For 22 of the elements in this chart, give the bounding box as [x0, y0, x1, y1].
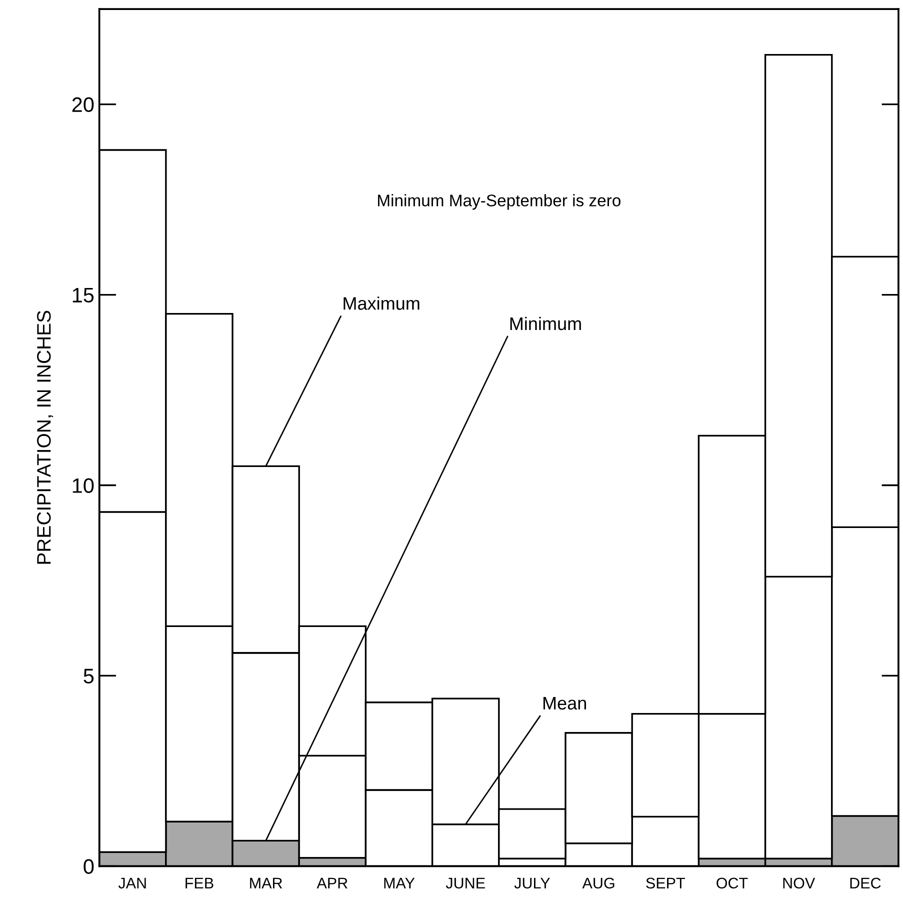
- x-tick-label: OCT: [716, 878, 748, 889]
- x-tick-label: NOV: [783, 878, 816, 889]
- y-tick-label: 5: [84, 668, 94, 684]
- x-tick-label: APR: [316, 878, 348, 888]
- x-tick-label: MAR: [250, 878, 282, 888]
- x-tick-label: JULY: [514, 878, 550, 889]
- x-tick-label: DEC: [850, 878, 881, 889]
- x-tick-label: JUNE: [446, 878, 485, 889]
- annotation: Mean: [543, 697, 586, 710]
- x-tick-label: JAN: [118, 878, 146, 889]
- x-tick-label: MAY: [384, 878, 415, 888]
- x-tick-label: AUG: [582, 878, 614, 889]
- annotation: Maximum: [344, 296, 420, 310]
- y-tick-label: 10: [72, 478, 94, 493]
- annotation: Minimum: [510, 316, 581, 330]
- y-tick-label: 20: [72, 97, 94, 112]
- y-tick-label: 0: [84, 859, 94, 874]
- x-tick-label: SEPT: [646, 878, 685, 889]
- annotation: Minimum May-September is zero: [378, 194, 620, 210]
- y-tick-label: 15: [72, 288, 94, 303]
- x-tick-label: FEB: [186, 878, 214, 888]
- y-axis-title: PRECIPITATION, IN INCHES: [37, 310, 54, 564]
